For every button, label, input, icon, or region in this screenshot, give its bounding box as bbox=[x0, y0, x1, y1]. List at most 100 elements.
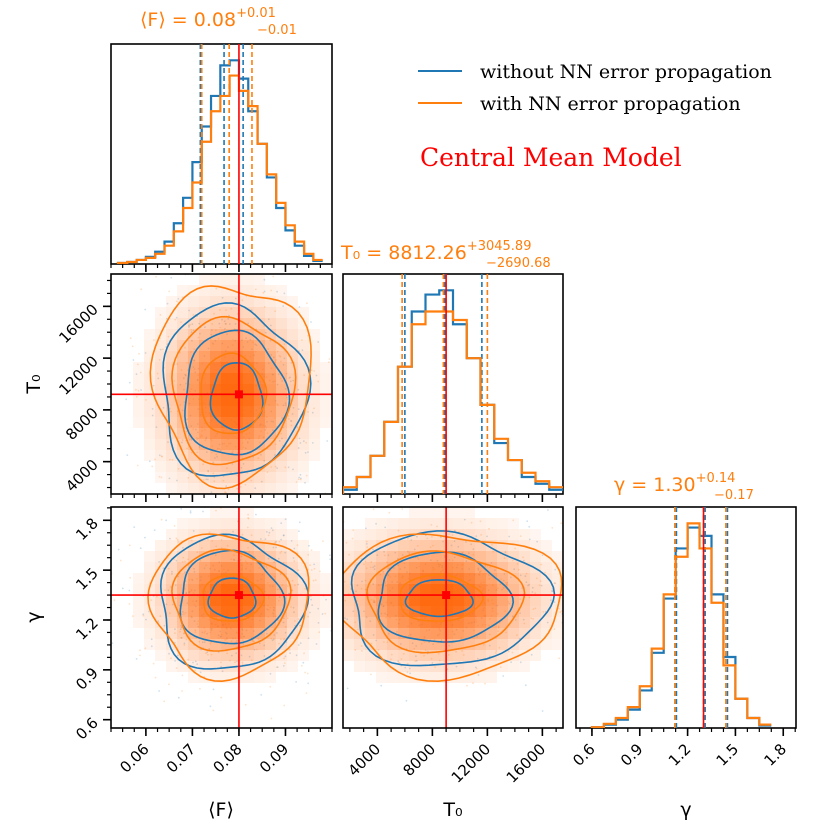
scatter-point bbox=[280, 550, 283, 553]
density-cell bbox=[210, 617, 221, 628]
scatter-point bbox=[453, 529, 456, 532]
scatter-point bbox=[380, 684, 383, 687]
density-cell bbox=[221, 672, 232, 683]
scatter-point bbox=[275, 540, 278, 543]
density-cell bbox=[431, 551, 442, 562]
scatter-point bbox=[219, 309, 221, 311]
density-cell bbox=[354, 595, 365, 606]
density-cell bbox=[254, 406, 265, 417]
density-cell bbox=[519, 595, 530, 606]
density-cell bbox=[221, 296, 232, 307]
density-cell bbox=[475, 540, 486, 551]
scatter-point bbox=[142, 613, 145, 616]
scatter-point bbox=[111, 642, 114, 644]
scatter-point bbox=[338, 584, 340, 586]
density-cell bbox=[320, 573, 331, 584]
scatter-point bbox=[246, 526, 249, 529]
density-cell bbox=[199, 606, 210, 617]
scatter-point bbox=[213, 312, 215, 315]
scatter-point bbox=[264, 331, 267, 334]
scatter-point bbox=[162, 406, 165, 409]
density-cell bbox=[354, 639, 365, 650]
scatter-point bbox=[228, 323, 231, 325]
density-cell bbox=[232, 318, 243, 329]
density-cell bbox=[232, 417, 243, 428]
scatter-point bbox=[207, 659, 210, 662]
density-cell bbox=[155, 461, 166, 472]
scatter-point bbox=[402, 653, 405, 655]
scatter-point bbox=[443, 660, 446, 663]
ylabel-T0: T₀ bbox=[23, 374, 45, 394]
scatter-point bbox=[171, 573, 173, 575]
density-cell bbox=[376, 529, 387, 540]
density-cell bbox=[177, 351, 188, 362]
density-cell bbox=[188, 672, 199, 683]
scatter-point bbox=[278, 354, 281, 357]
scatter-point bbox=[528, 538, 531, 541]
density-cell bbox=[298, 573, 309, 584]
density-cell bbox=[166, 650, 177, 661]
scatter-point bbox=[290, 424, 293, 427]
scatter-point bbox=[189, 323, 192, 326]
scatter-point bbox=[310, 569, 313, 571]
scatter-point bbox=[426, 537, 429, 540]
density-cell bbox=[210, 606, 221, 617]
density-cell bbox=[309, 417, 320, 428]
scatter-point bbox=[409, 672, 411, 675]
scatter-point bbox=[519, 598, 522, 600]
density-cell bbox=[287, 417, 298, 428]
density-cell bbox=[243, 307, 254, 318]
scatter-point bbox=[295, 481, 298, 483]
scatter-point bbox=[522, 556, 524, 559]
density-cell bbox=[188, 540, 199, 551]
scatter-point bbox=[139, 654, 141, 657]
scatter-point bbox=[282, 502, 284, 504]
density-cell bbox=[155, 450, 166, 461]
scatter-point bbox=[280, 522, 283, 525]
scatter-point bbox=[387, 554, 390, 556]
scatter-point bbox=[472, 553, 475, 556]
scatter-point bbox=[531, 586, 534, 589]
scatter-point bbox=[260, 480, 263, 483]
scatter-point bbox=[287, 418, 290, 420]
scatter-point bbox=[177, 541, 180, 543]
scatter-point bbox=[211, 540, 214, 542]
scatter-point bbox=[225, 485, 228, 487]
density-cell bbox=[155, 428, 166, 439]
density-cell bbox=[199, 450, 210, 461]
scatter-point bbox=[346, 618, 349, 621]
density-cell bbox=[232, 285, 243, 296]
scatter-point bbox=[477, 674, 480, 676]
scatter-point bbox=[465, 541, 467, 543]
density-cell bbox=[486, 628, 497, 639]
scatter-point bbox=[313, 407, 315, 410]
density-cell bbox=[464, 562, 475, 573]
scatter-point bbox=[298, 476, 300, 479]
density-cell bbox=[475, 518, 486, 529]
density-cell bbox=[298, 428, 309, 439]
scatter-point bbox=[292, 557, 295, 559]
scatter-point bbox=[429, 546, 432, 549]
scatter-point bbox=[253, 641, 256, 643]
scatter-point bbox=[270, 637, 273, 640]
scatter-point bbox=[315, 643, 318, 645]
density-cell bbox=[486, 650, 497, 661]
scatter-point bbox=[282, 621, 285, 624]
scatter-point bbox=[574, 599, 576, 601]
density-cell bbox=[199, 351, 210, 362]
density-cell bbox=[541, 595, 552, 606]
density-cell bbox=[309, 351, 320, 362]
scatter-point bbox=[251, 640, 254, 642]
scatter-point bbox=[294, 584, 296, 587]
density-cell bbox=[276, 285, 287, 296]
density-cell bbox=[144, 450, 155, 461]
density-cell bbox=[155, 606, 166, 617]
scatter-point bbox=[276, 467, 278, 469]
scatter-point bbox=[528, 596, 531, 599]
density-cell bbox=[166, 628, 177, 639]
scatter-point bbox=[270, 289, 273, 292]
scatter-point bbox=[232, 530, 234, 533]
scatter-point bbox=[416, 535, 418, 538]
scatter-point bbox=[179, 630, 182, 633]
density-cell bbox=[519, 606, 530, 617]
